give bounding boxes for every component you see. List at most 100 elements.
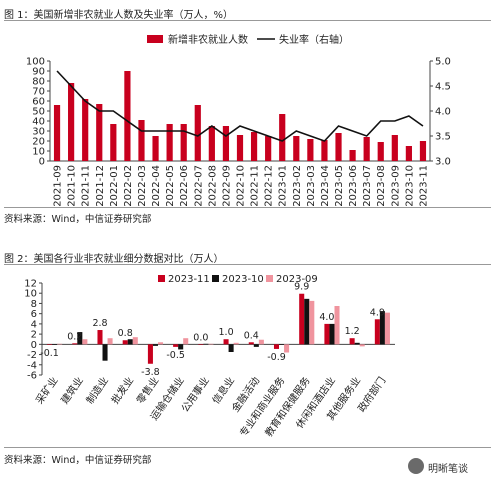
payrolls-bar	[391, 135, 398, 161]
chart1-xtick-label: 2023-04	[320, 165, 331, 207]
sector-bar-2023-10	[253, 344, 259, 347]
payrolls-bar	[180, 124, 187, 161]
sector-bar-2023-10	[304, 298, 310, 345]
chart1-y2tick-label: 3.5	[435, 132, 451, 143]
chart1-ytick-label: 90	[32, 67, 45, 78]
chart1-xtick-label: 2022-07	[193, 165, 204, 207]
sector-bar-2023-10	[354, 342, 360, 345]
payrolls-bar	[377, 142, 384, 161]
sector-bar-2023-09	[384, 312, 390, 345]
chart1-xtick-label: 2021-12	[95, 165, 106, 207]
chart1-y2tick-label: 4.0	[435, 107, 451, 118]
figure1-top-rule	[4, 20, 491, 21]
payrolls-bar	[53, 105, 61, 161]
chart1-xtick-label: 2022-03	[137, 165, 148, 207]
payrolls-bar	[208, 126, 215, 161]
chart2-category-label: 零售业	[134, 374, 162, 406]
chart1-xtick-label: 2023-02	[292, 165, 303, 207]
chart1-xtick-label: 2023-06	[348, 165, 359, 207]
chart2-ytick-label: -6	[27, 371, 37, 382]
sector-data-label: -3.8	[141, 367, 160, 378]
sector-data-label: 9.9	[294, 282, 309, 293]
chart1-xtick-label: 2023-10	[404, 165, 415, 207]
sector-bar-2023-11	[97, 330, 103, 345]
chart1-ytick-label: 100	[26, 57, 45, 68]
sector-bar-2023-09	[107, 338, 113, 345]
sector-bar-2023-10	[77, 332, 83, 345]
chart2-legend: 2023-11 2023-10 2023-09	[158, 274, 318, 285]
chart1-xtick-label: 2022-05	[165, 165, 176, 207]
chart1-xtick-label: 2023-09	[390, 165, 401, 207]
sector-data-label: 1.2	[345, 326, 360, 337]
payrolls-bar	[335, 133, 342, 161]
payrolls-bar	[138, 120, 145, 161]
sector-bar-2023-10	[52, 344, 58, 345]
sector-bar-2023-11	[273, 344, 280, 349]
figure2-title: 图 2：美国各行业非农就业细分数据对比（万人）	[4, 254, 224, 265]
payrolls-bar	[293, 136, 300, 161]
sector-data-label: -0.9	[267, 352, 286, 363]
chart2-ytick-label: 6	[31, 309, 37, 320]
chart2-ytick-label: 12	[24, 279, 37, 290]
sector-data-label: 4.0	[319, 312, 334, 323]
chart1-xtick-label: 2023-08	[376, 165, 387, 207]
chart1-xtick-label: 2022-10	[236, 165, 247, 207]
sector-data-label: 0.0	[193, 332, 208, 343]
figure1-bottom-rule	[4, 207, 491, 208]
chart1-xtick-label: 2023-11	[418, 165, 429, 207]
chart2-ytick-label: -4	[27, 360, 37, 371]
sector-bar-2023-09	[132, 337, 138, 345]
payrolls-bar	[152, 136, 159, 161]
chart2-ytick-label: 10	[24, 289, 37, 300]
payrolls-bar	[265, 136, 272, 161]
legend-swatch-2023-11	[158, 275, 165, 282]
sector-bar-2023-09	[284, 344, 290, 353]
payrolls-bar	[194, 105, 201, 161]
sector-bar-2023-09	[258, 339, 264, 345]
sector-bar-2023-11	[374, 319, 380, 345]
sector-bar-2023-11	[122, 340, 128, 345]
sector-bar-2023-09	[157, 342, 164, 345]
payrolls-bar	[110, 124, 117, 161]
sector-bar-2023-11	[147, 344, 153, 364]
unemployment-line	[56, 70, 424, 142]
payrolls-bar	[236, 135, 244, 161]
chart1-ytick-label: 50	[32, 107, 45, 118]
payrolls-bar	[307, 139, 314, 161]
chart1-xtick-label: 2022-06	[179, 165, 190, 207]
sector-bar-2023-09	[82, 339, 88, 345]
sector-bar-2023-11	[248, 342, 254, 345]
sector-bar-2023-11	[72, 343, 78, 345]
chart1-y2tick-label: 5.0	[435, 57, 451, 68]
chart1-xtick-label: 2023-07	[362, 165, 373, 207]
payrolls-bar	[82, 99, 89, 161]
watermark-text: 明晰笔谈	[428, 464, 468, 475]
sector-bar-2023-10	[152, 344, 158, 346]
sector-bar-2023-10	[102, 344, 108, 361]
legend-swatch-2023-09	[266, 275, 273, 282]
chart1-xtick-label: 2023-01	[278, 165, 289, 207]
chart1-legend: 新增非农就业人数 失业率（右轴）	[147, 33, 349, 46]
payrolls-bar	[250, 132, 258, 161]
wechat-icon	[408, 458, 424, 474]
sector-bar-2023-10	[279, 344, 285, 345]
chart1-ytick-label: 70	[32, 87, 45, 98]
chart2-category-label: 建筑业	[58, 374, 86, 406]
chart1-xtick-label: 2022-09	[221, 165, 232, 207]
payrolls-bar	[124, 71, 131, 161]
legend-label-2023-11: 2023-11	[168, 274, 210, 285]
figure2-bottom-rule	[4, 447, 491, 448]
chart2-category-label: 制造业	[83, 374, 111, 406]
sector-bar-2023-11	[299, 293, 305, 345]
sector-bar-2023-09	[57, 343, 63, 345]
sector-bar-2023-10	[127, 339, 133, 345]
sector-bar-2023-10	[203, 343, 209, 345]
figure2-source: 资料来源：Wind，中信证券研究部	[4, 455, 152, 466]
payrolls-bar	[68, 83, 75, 161]
chart1-xtick-label: 2021-09	[53, 165, 64, 207]
chart1-xtick-label: 2023-05	[334, 165, 345, 207]
chart2-ytick-label: 2	[31, 330, 37, 341]
payrolls-bar	[419, 141, 427, 161]
chart1-xtick-label: 2022-08	[207, 165, 218, 207]
